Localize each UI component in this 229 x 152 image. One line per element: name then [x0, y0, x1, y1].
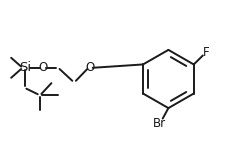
Text: F: F [202, 46, 209, 59]
Text: Br: Br [152, 117, 165, 130]
Text: Si: Si [19, 61, 31, 74]
Text: O: O [39, 61, 48, 74]
Text: O: O [85, 61, 94, 74]
